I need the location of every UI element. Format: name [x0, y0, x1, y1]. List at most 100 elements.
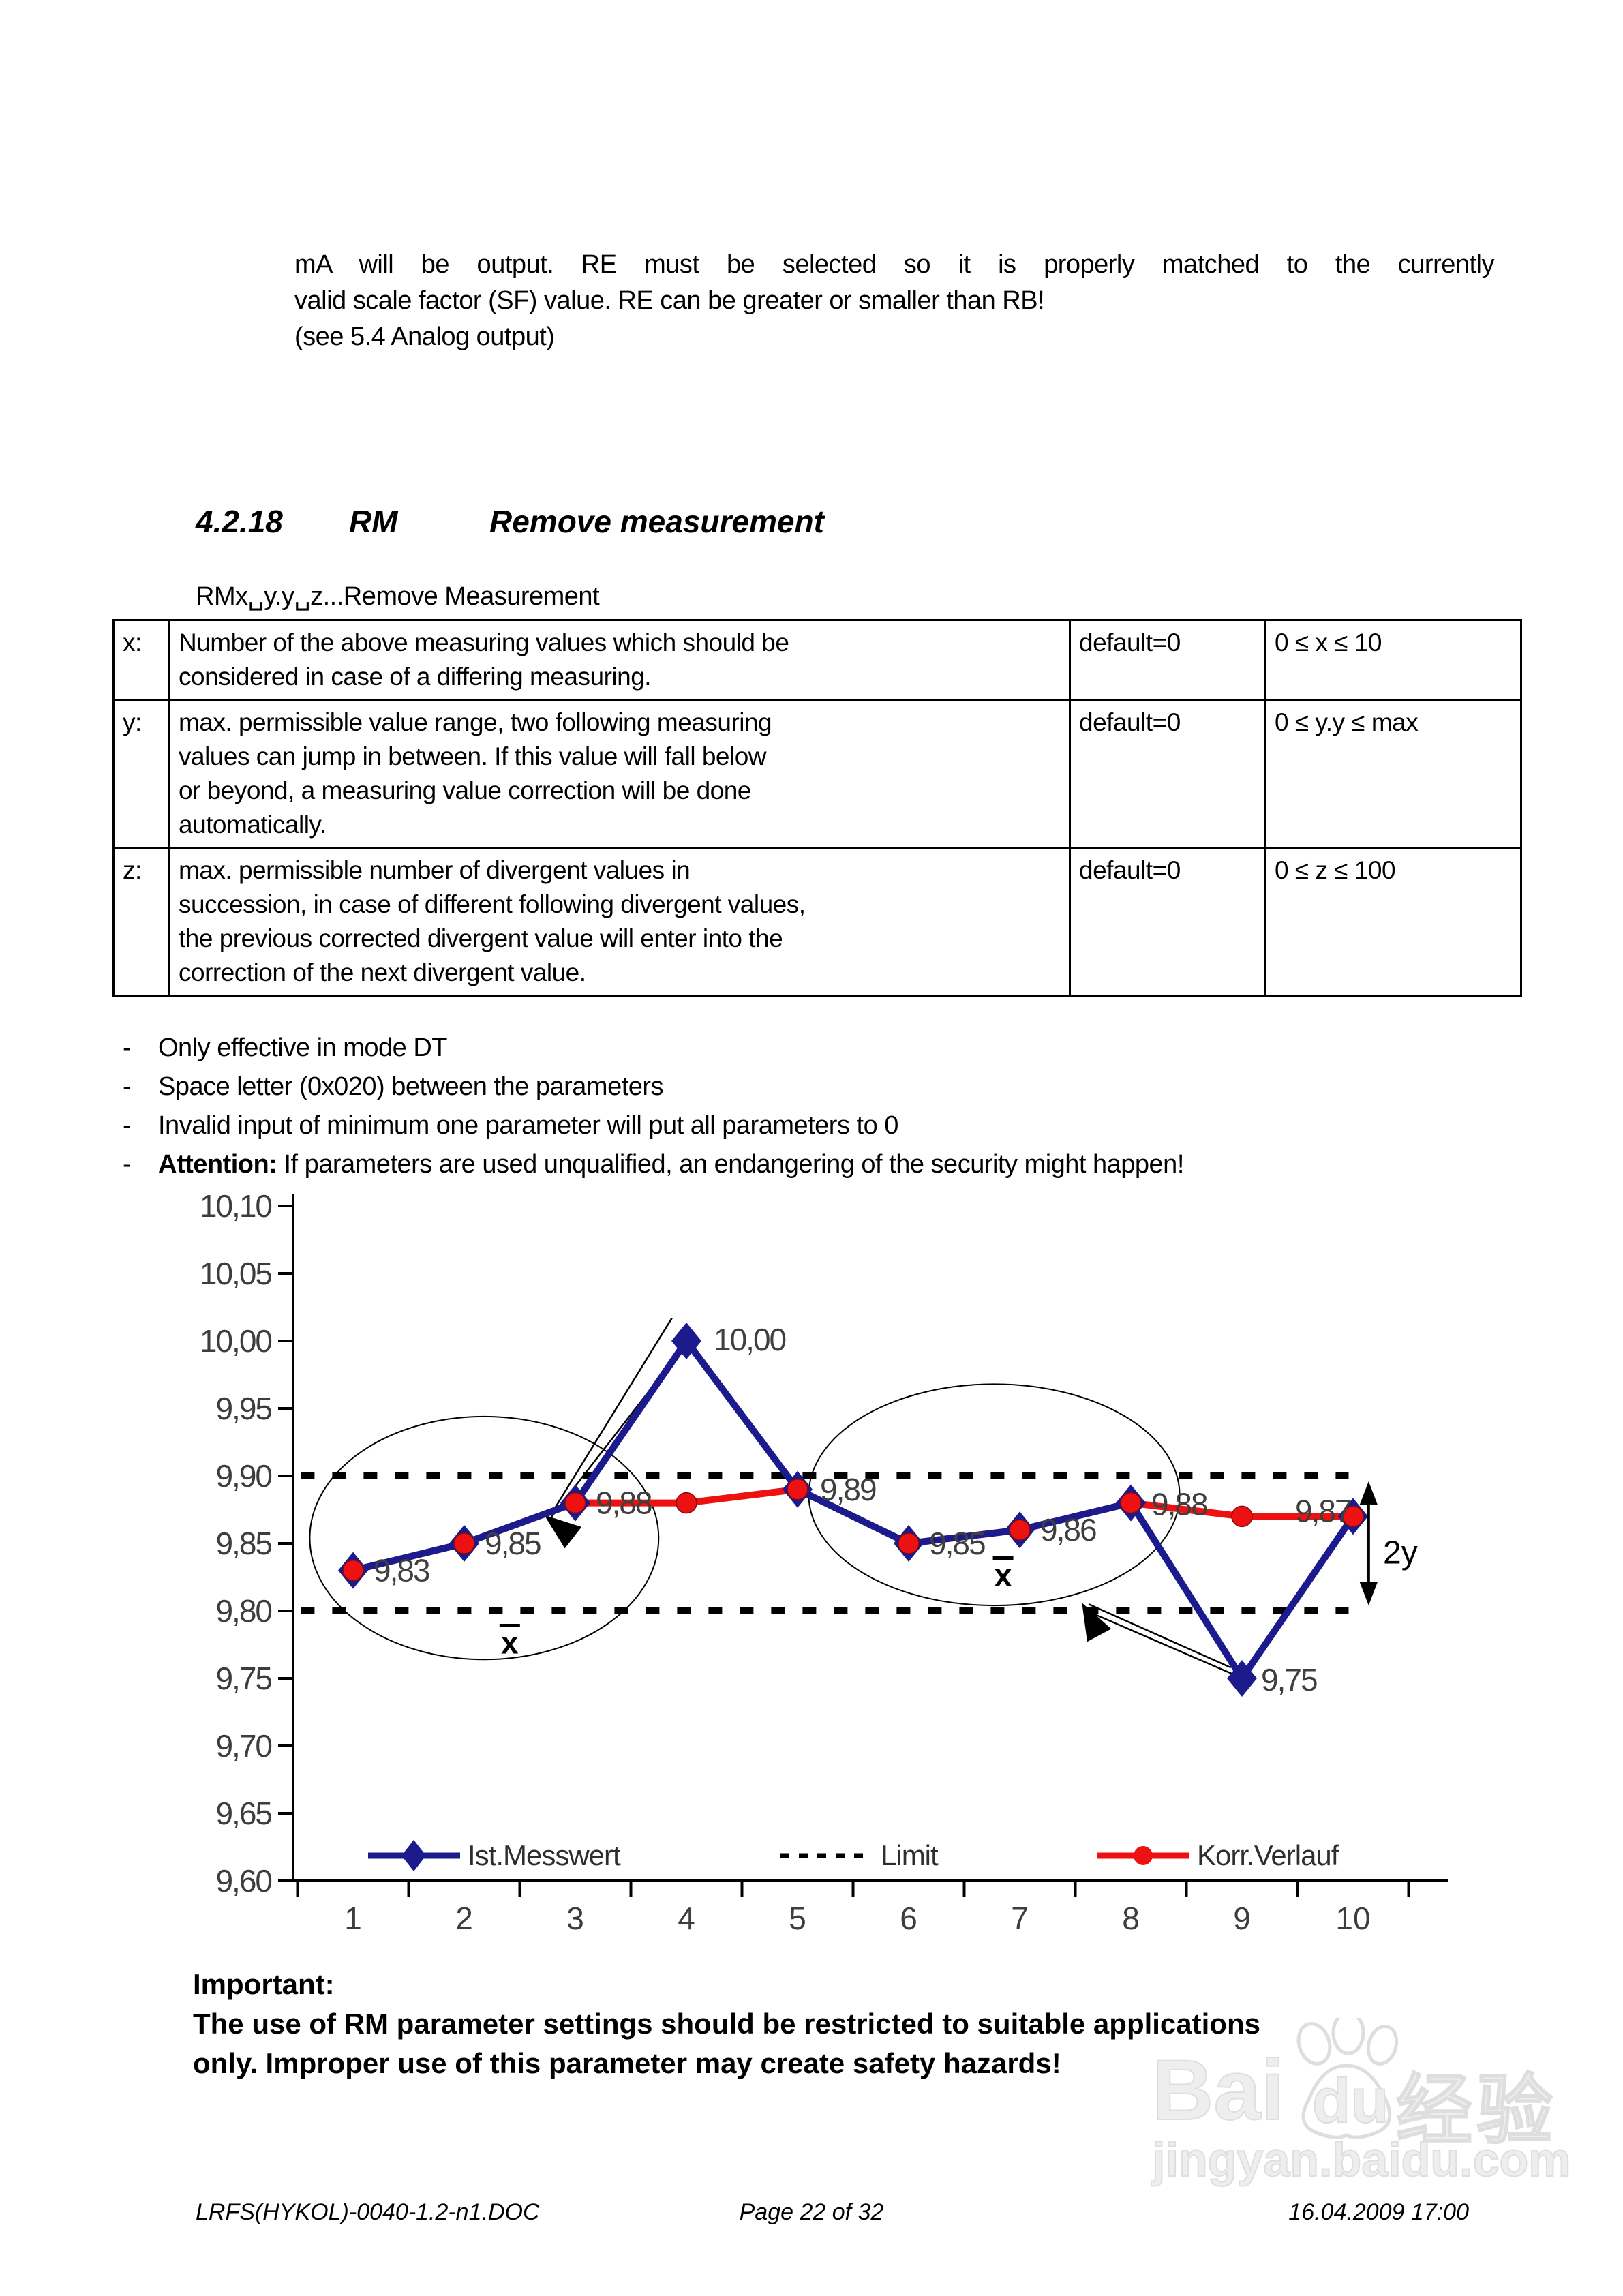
bullet-text: Invalid input of minimum one parameter w… — [158, 1111, 898, 1140]
cell-param: z: — [112, 847, 170, 997]
bullet-text: Only effective in mode DT — [158, 1033, 447, 1062]
x-tick-label: 1 — [344, 1901, 362, 1936]
intro-line-1: mA will be output. RE must be selected s… — [294, 250, 1495, 279]
x-tick-label: 8 — [1122, 1901, 1140, 1936]
bullet-text: Attention: If parameters are used unqual… — [158, 1150, 1184, 1179]
section-heading: 4.2.18 RM Remove measurement — [0, 503, 1623, 544]
footer-timestamp: 16.04.2009 17:00 — [1288, 2199, 1469, 2225]
circle-marker-icon — [453, 1532, 475, 1554]
list-item-3: - Invalid input of minimum one parameter … — [123, 1111, 1513, 1150]
important-notice: Important: The use of RM parameter setti… — [193, 1965, 1260, 2083]
parameter-row-x: x: Number of the above measuring values w… — [112, 619, 1522, 701]
cell-param: x: — [112, 619, 170, 701]
data-label: 9,85 — [929, 1526, 985, 1561]
circle-marker-icon — [898, 1532, 920, 1554]
cell-desc: max. permissible number of divergent val… — [168, 847, 1071, 997]
x-tick-label: 6 — [900, 1901, 917, 1936]
y-tick-label: 10,00 — [200, 1323, 272, 1359]
data-label: 9,88 — [1151, 1487, 1207, 1522]
watermark-brand-right: du — [1311, 2066, 1389, 2136]
x-tick-label: 5 — [789, 1901, 806, 1936]
circle-marker-icon — [1120, 1492, 1142, 1514]
bullet-text: Space letter (0x020) between the paramet… — [158, 1072, 664, 1101]
parameter-row-z: z: max. permissible number of divergent v… — [112, 847, 1522, 997]
cell-param: y: — [112, 699, 170, 849]
y-tick-label: 9,90 — [215, 1458, 271, 1494]
parameter-row-y: y: max. permissible value range, two foll… — [112, 699, 1522, 849]
data-label: 9,83 — [374, 1553, 429, 1588]
important-line-3: only. Improper use of this parameter may… — [193, 2047, 1061, 2079]
circle-marker-icon — [342, 1559, 364, 1582]
data-label: 9,75 — [1261, 1662, 1317, 1697]
legend-limit-label: Limit — [881, 1839, 939, 1871]
span-arrow-top-icon — [1359, 1481, 1378, 1505]
xbar-mark: x — [995, 1558, 1012, 1593]
circle-marker-icon — [676, 1492, 697, 1514]
page-footer: LRFS(HYKOL)-0040-1.2-n1.DOC Page 22 of 3… — [0, 2199, 1623, 2233]
cell-range: 0 ≤ y.y ≤ max — [1264, 699, 1522, 849]
list-item-1: - Only effective in mode DT — [123, 1033, 1513, 1072]
circle-marker-icon — [1342, 1505, 1364, 1528]
cell-def: default=0 — [1069, 847, 1266, 997]
y-tick-label: 9,65 — [215, 1796, 271, 1831]
cell-def: default=0 — [1069, 619, 1266, 701]
intro-paragraph: mA will be output. RE must be selected s… — [294, 247, 1495, 355]
notes-list: - Only effective in mode DT - Space letter … — [123, 1033, 1513, 1189]
diamond-marker-icon — [671, 1323, 701, 1359]
legend-ist-messwert-label: Ist.Messwert — [468, 1839, 621, 1871]
section-code: RM — [349, 504, 398, 539]
cell-desc: Number of the above measuring values whi… — [168, 619, 1071, 701]
annotation-arrowhead-icon — [1082, 1603, 1112, 1642]
data-label: 10,00 — [714, 1322, 786, 1357]
list-item-4: - Attention: If parameters are used unqua… — [123, 1150, 1513, 1189]
annotation-arrow-line — [1093, 1612, 1237, 1677]
bullet-dash: - — [123, 1072, 132, 1101]
important-line-2: The use of RM parameter settings should … — [193, 2008, 1260, 2040]
annotation-arrow-line — [1088, 1603, 1232, 1669]
intro-line-2: valid scale factor (SF) value. RE can be… — [294, 286, 1045, 315]
x-tick-label: 7 — [1011, 1901, 1029, 1936]
cell-def: default=0 — [1069, 699, 1266, 849]
important-title: Important: — [193, 1968, 335, 2000]
annotation-ellipse — [309, 1415, 660, 1661]
x-tick-label: 10 — [1335, 1901, 1370, 1936]
circle-marker-icon — [1231, 1505, 1253, 1528]
footer-page-number: Page 22 of 32 — [739, 2199, 884, 2225]
bullet-dash: - — [123, 1150, 132, 1179]
cell-range: 0 ≤ x ≤ 10 — [1264, 619, 1522, 701]
circle-marker-icon — [787, 1479, 808, 1500]
intro-line-3: (see 5.4 Analog output) — [294, 322, 555, 351]
series-line-ist-messwert — [352, 1335, 1356, 1685]
section-title: Remove measurement — [489, 504, 824, 539]
xbar-mark: x — [501, 1625, 519, 1661]
bullet-dash: - — [123, 1111, 132, 1140]
watermark-brand-left: Bai — [1151, 2042, 1286, 2139]
y-tick-label: 9,70 — [215, 1728, 271, 1764]
data-label: 9,89 — [820, 1472, 876, 1507]
annotation-arrow-line — [552, 1317, 673, 1512]
y-tick-label: 10,10 — [200, 1188, 272, 1224]
parameter-table: x: Number of the above measuring values w… — [112, 619, 1522, 997]
data-label: 9,87 — [1295, 1493, 1351, 1528]
watermark-brand-cjk: 经验 — [1395, 2067, 1557, 2154]
annotation-arrowhead-icon — [544, 1515, 582, 1549]
watermark-paw-icon — [1296, 2018, 1399, 2139]
data-label: 9,86 — [1040, 1512, 1096, 1547]
section-number: 4.2.18 — [196, 504, 283, 539]
span-label: 2y — [1383, 1535, 1418, 1571]
bullet-dash: - — [123, 1033, 132, 1062]
y-tick-label: 9,80 — [215, 1593, 271, 1629]
diamond-marker-icon — [1227, 1660, 1257, 1697]
y-tick-label: 9,60 — [215, 1863, 271, 1899]
diamond-marker-icon — [401, 1840, 426, 1871]
circle-marker-icon — [1009, 1519, 1031, 1541]
span-arrow-bottom-icon — [1359, 1582, 1378, 1605]
legend-korr-verlauf-marker-icon — [1134, 1846, 1153, 1865]
x-tick-label: 3 — [566, 1901, 584, 1936]
circle-marker-icon — [564, 1492, 586, 1514]
y-tick-label: 9,95 — [215, 1391, 271, 1426]
cell-range: 0 ≤ z ≤ 100 — [1264, 847, 1522, 997]
x-tick-label: 9 — [1233, 1901, 1251, 1936]
